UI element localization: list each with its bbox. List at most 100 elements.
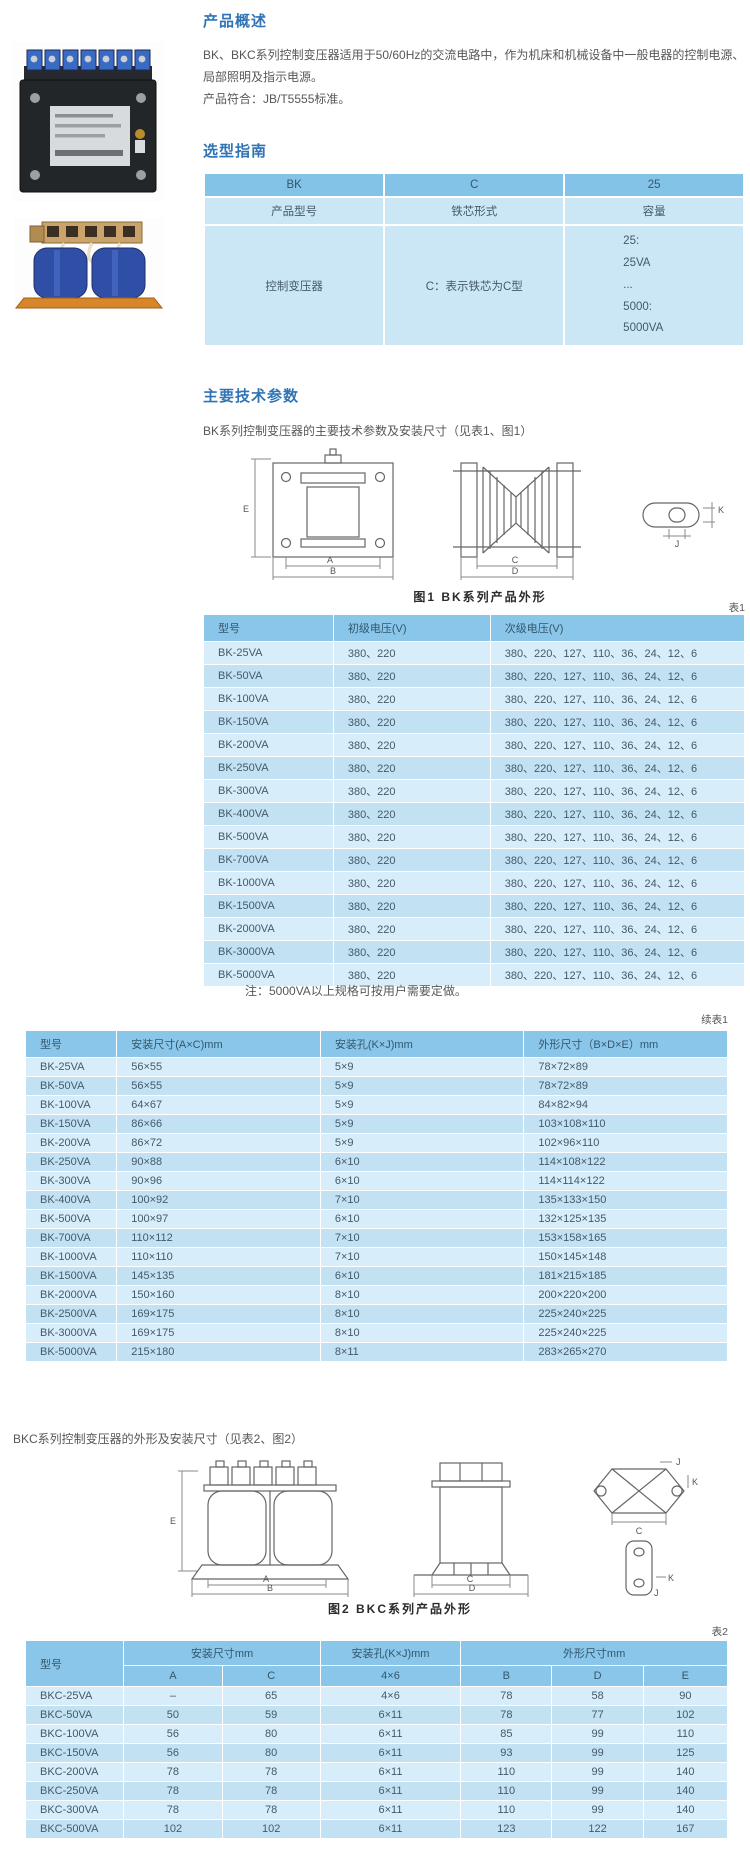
- tech-heading: 主要技术参数: [203, 388, 300, 405]
- table-cell: 78: [460, 1705, 553, 1725]
- table-cell: 167: [642, 1819, 729, 1839]
- table-cell: BK-1500VA: [203, 894, 334, 918]
- table-cell: 380、220: [332, 641, 491, 665]
- table-cell: 380、220: [332, 825, 491, 849]
- table-cell: 6×11: [319, 1705, 462, 1725]
- table1-header-row: 型号 初级电压(V) 次级电压(V): [203, 614, 746, 642]
- table-cell: 380、220、127、110、36、24、12、6: [489, 733, 746, 757]
- fig2-dim-k2: K: [668, 1573, 674, 1583]
- table-cell: 78: [123, 1800, 223, 1820]
- capacity-line: 5000:: [623, 300, 652, 313]
- table-cell: BK-300VA: [24, 1171, 118, 1191]
- table-cell: BK-1000VA: [203, 871, 334, 895]
- table-cell: 6×10: [319, 1152, 525, 1172]
- bkc-intro-text: BKC系列控制变压器的外形及安装尺寸（见表2、图2）: [13, 1432, 304, 1446]
- table-cell: 78: [123, 1762, 223, 1782]
- table2-sub-c: C: [221, 1665, 321, 1687]
- table-cell: 380、220、127、110、36、24、12、6: [489, 710, 746, 734]
- table1-col-secondary: 次级电压(V): [489, 614, 746, 642]
- fig1-dim-c: C: [512, 555, 519, 565]
- fig1-dim-d: D: [512, 566, 519, 576]
- table2-body: BKC-25VA –65 4×6 78 58 90 BKC-50VA 50 59 6×11 78 77…: [24, 1686, 729, 1839]
- table-cell: 100×97: [116, 1209, 321, 1229]
- fig2-dim-k-top: K: [692, 1477, 698, 1487]
- table-cell: 380、220、127、110、36、24、12、6: [489, 940, 746, 964]
- table-cell: BK-400VA: [24, 1190, 118, 1210]
- table-cell: 380、220、127、110、36、24、12、6: [489, 756, 746, 780]
- table-cell: 86×66: [116, 1114, 321, 1134]
- table1b-wrap: 型号 安装尺寸(A×C)mm 安装孔(K×J)mm 外形尺寸（B×D×E）mm …: [24, 1030, 728, 1362]
- table-cell: 99: [551, 1743, 644, 1763]
- table-cell: 380、220、127、110、36、24、12、6: [489, 871, 746, 895]
- fig2-dim-d: D: [469, 1583, 476, 1593]
- table-row: BK-5000VA 380、220 380、220、127、110、36、24、12…: [203, 963, 746, 987]
- table-row: BK-400VA 100×92 7×10 135×133×150: [24, 1190, 728, 1210]
- fig2-dim-j-top: J: [676, 1457, 681, 1467]
- table-row: BK-1500VA 145×135 6×10 181×215×185: [24, 1266, 728, 1286]
- table-row: BK-1500VA 380、220 380、220、127、110、36、24、12…: [203, 894, 746, 918]
- fig2-dim-j2: J: [654, 1588, 659, 1597]
- table-row: BKC-300VA 78 78 6×11 110 99 140: [24, 1800, 729, 1820]
- table-cell: 99: [551, 1781, 644, 1801]
- table-cell: BK-150VA: [24, 1114, 118, 1134]
- table1: 型号 初级电压(V) 次级电压(V) BK-25VA 380、220 380、220…: [203, 614, 746, 987]
- table-cell: 114×114×122: [523, 1171, 728, 1191]
- table-cell: BK-5000VA: [203, 963, 334, 987]
- table-cell: 5×9: [319, 1076, 525, 1096]
- table-row: BKC-50VA 50 59 6×11 78 77 102: [24, 1705, 729, 1725]
- table-cell: 6×11: [319, 1762, 462, 1782]
- table-row: BK-250VA 380、220 380、220、127、110、36、24、12、…: [203, 756, 746, 780]
- table-cell: 380、220: [332, 664, 491, 688]
- fig1-dim-a: A: [327, 555, 333, 565]
- overview-paragraph: BK、BKC系列控制变压器适用于50/60Hz的交流电路中，作为机床和机械设备中…: [203, 48, 745, 85]
- table-cell: 7×10: [319, 1228, 525, 1248]
- table-cell: 380、220: [332, 848, 491, 872]
- table-cell: 380、220、127、110、36、24、12、6: [489, 848, 746, 872]
- table-cell: 380、220: [332, 756, 491, 780]
- table-cell: BKC-200VA: [24, 1762, 125, 1782]
- table-cell: BKC-500VA: [24, 1819, 125, 1839]
- desc-core-c: C：表示铁芯为C型: [383, 223, 566, 348]
- table2-sub-b: B: [460, 1665, 553, 1687]
- table-row: BK-150VA 86×66 5×9 103×108×110: [24, 1114, 728, 1134]
- table-cell: 380、220: [332, 894, 491, 918]
- table-cell: 64×67: [116, 1095, 321, 1115]
- bkc-transformer-image: [14, 218, 164, 310]
- code-c: C: [383, 172, 566, 198]
- table-cell: BK-250VA: [24, 1152, 118, 1172]
- table-cell: 90×96: [116, 1171, 321, 1191]
- table-cell: 110: [460, 1800, 553, 1820]
- table-cell: 380、220: [332, 963, 491, 987]
- table-cell: 56×55: [116, 1076, 321, 1096]
- table1-wrap: 型号 初级电压(V) 次级电压(V) BK-25VA 380、220 380、220…: [203, 614, 746, 987]
- table-cell: 84×82×94: [523, 1095, 728, 1115]
- table-cell: 380、220、127、110、36、24、12、6: [489, 894, 746, 918]
- table-row: BK-50VA 56×55 5×9 78×72×89: [24, 1076, 728, 1096]
- table-cell: 4×6: [319, 1686, 462, 1706]
- table-cell: BK-3000VA: [203, 940, 334, 964]
- table-cell: 114×108×122: [523, 1152, 728, 1172]
- table-cell: BKC-50VA: [24, 1705, 125, 1725]
- table2-group-mount: 安装尺寸mm: [123, 1640, 321, 1666]
- selection-label-row: 产品型号 铁芯形式 容量: [202, 196, 745, 226]
- table-cell: BK-500VA: [203, 825, 334, 849]
- table-row: BK-5000VA 215×180 8×11 283×265×270: [24, 1342, 728, 1362]
- table-row: BK-50VA 380、220 380、220、127、110、36、24、12、6: [203, 664, 746, 688]
- figure1: E A B C D: [225, 445, 735, 585]
- table-cell: 90: [642, 1686, 729, 1706]
- table2-col-model: 型号: [24, 1640, 125, 1687]
- table2-header-row1: 型号 安装尺寸mm 安装孔(K×J)mm 外形尺寸mm: [24, 1640, 728, 1687]
- table-cell: 6×11: [319, 1743, 462, 1763]
- table-cell: 58: [551, 1686, 644, 1706]
- table-cell: 8×10: [319, 1323, 525, 1343]
- table-cell: 59: [221, 1705, 321, 1725]
- table-cell: 6×10: [319, 1171, 525, 1191]
- selection-desc-row: 控制变压器 C：表示铁芯为C型 25: 25VA ... 5000: 5000V…: [202, 223, 745, 348]
- bk-intro-text: BK系列控制变压器的主要技术参数及安装尺寸（见表1、图1）: [203, 424, 533, 438]
- table-cell: 123: [460, 1819, 553, 1839]
- table1-note: 注：5000VA以上规格可按用户需要定做。: [245, 984, 467, 998]
- table-row: BK-25VA 56×55 5×9 78×72×89: [24, 1057, 728, 1077]
- table-cell: BK-700VA: [24, 1228, 118, 1248]
- table1b: 型号 安装尺寸(A×C)mm 安装孔(K×J)mm 外形尺寸（B×D×E）mm …: [24, 1030, 728, 1362]
- table-row: BK-300VA 90×96 6×10 114×114×122: [24, 1171, 728, 1191]
